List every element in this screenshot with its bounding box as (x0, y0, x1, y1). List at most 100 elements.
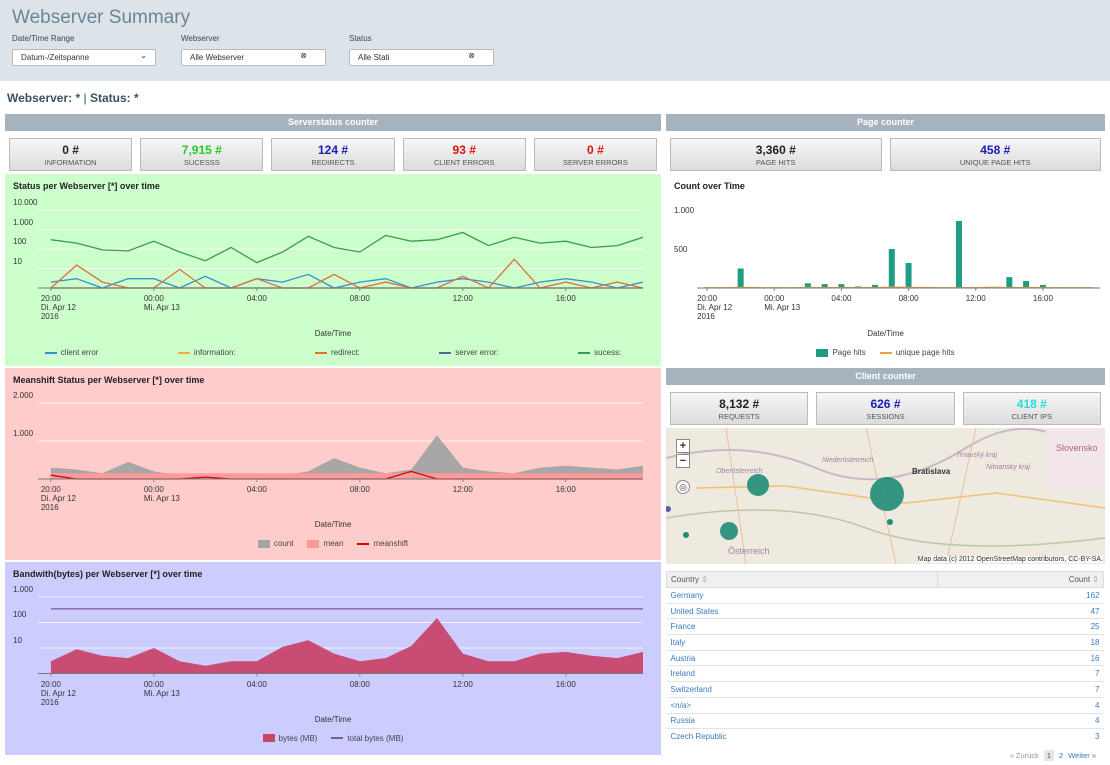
legend-swatch (439, 351, 452, 354)
count-cell[interactable]: 4 (937, 712, 1104, 729)
legend-label: server error: (455, 348, 499, 357)
counter-number: 3,360 (755, 143, 786, 157)
legend-label: information: (193, 348, 236, 357)
bar (838, 284, 845, 288)
select-value: Datum-/Zeitspanne (21, 53, 90, 62)
counter-row: 0 # INFORMATION 7,915 # SUCESSS 124 # REDIREC… (5, 138, 661, 171)
table-row: <n/a> 4 (666, 696, 1104, 713)
zoom-in[interactable]: + (676, 439, 690, 453)
chart-title: Bandwith(bytes) per Webserver [*] over t… (13, 569, 203, 579)
legend-item: client error (44, 348, 98, 357)
legend-label: total bytes (MB) (347, 733, 404, 743)
counter-label: SUCESSS (183, 158, 220, 167)
chart-panel: Meanshift Status per Webserver [*] over … (5, 368, 661, 560)
country-cell[interactable]: Italy (666, 634, 938, 651)
count-cell[interactable]: 4 (937, 696, 1104, 713)
legend-item: redirect: (314, 348, 360, 357)
status-select[interactable]: Alle Stati ⊗ (349, 49, 494, 66)
place-label: Oberösterreich (716, 468, 763, 475)
count-cell[interactable]: 47 (937, 602, 1104, 619)
panel-header: Serverstatus counter (5, 114, 661, 131)
header-row: Country ⇕ Count ⇕ (666, 571, 1105, 588)
legend-label: sucess: (594, 348, 622, 357)
bar (888, 249, 895, 288)
country-cell[interactable]: Switzerland (666, 681, 938, 698)
legend: client error information: redirect: server … (5, 348, 661, 357)
y-tick-label: 10 (13, 256, 22, 266)
zoom-out[interactable]: − (676, 454, 690, 468)
legend-label: count (273, 539, 294, 548)
bar (1006, 277, 1013, 288)
legend-item: bytes (MB) (262, 734, 317, 743)
legend-item: mean (307, 539, 343, 548)
count-cell[interactable]: 25 (937, 618, 1104, 635)
legend-item: Page hits (816, 348, 866, 357)
country-cell[interactable]: Germany (666, 587, 938, 604)
page-link[interactable]: Weiter » (1068, 751, 1096, 760)
bubble (720, 522, 738, 540)
counter-box: 93 # CLIENT ERRORS (402, 138, 526, 171)
page-link[interactable]: 1 (1043, 750, 1055, 761)
bar (871, 284, 878, 288)
counter-label: CLIENT IPS (1011, 412, 1053, 421)
count-cell[interactable]: 7 (937, 665, 1104, 682)
bar (821, 284, 828, 288)
country-cell[interactable]: United States (666, 602, 938, 619)
column-header[interactable]: Country ⇕ (666, 571, 938, 588)
webserver-select[interactable]: Alle Webserver ⊗ (181, 49, 326, 66)
count-cell[interactable]: 162 (937, 587, 1104, 604)
country-cell[interactable]: Czech Republic (666, 728, 938, 745)
date-select[interactable]: Datum-/Zeitspanne ⌄ (12, 49, 156, 66)
line (50, 258, 644, 289)
select-value: Alle Webserver (190, 53, 245, 62)
bar (1023, 280, 1030, 288)
counter-row: 8,132 # REQUESTS 626 # SESSIONS 418 # CLIENT … (666, 392, 1105, 425)
country-cell[interactable]: Russia (666, 712, 938, 729)
legend-swatch (44, 351, 57, 354)
counter-label: SESSIONS (866, 412, 905, 421)
table-row: Austria 16 (666, 649, 1104, 666)
count-cell[interactable]: 18 (937, 634, 1104, 651)
line (50, 273, 644, 289)
count-cell[interactable]: 16 (937, 649, 1104, 666)
border (666, 428, 1105, 481)
x-tick-label: 08:00 (898, 294, 919, 303)
column-header[interactable]: Count ⇕ (936, 571, 1105, 588)
legend-item: sucess: (578, 348, 621, 357)
country-cell[interactable]: <n/a> (666, 696, 938, 713)
legend-item: unique page hits (879, 348, 955, 357)
road (666, 509, 1105, 547)
counter-unit: # (1003, 143, 1011, 157)
header-text: Count (1068, 575, 1091, 584)
country-cell[interactable]: Ireland (666, 665, 938, 682)
counter-unit: # (893, 397, 901, 411)
filter-label: Webserver (181, 34, 220, 43)
count-cell[interactable]: 7 (937, 681, 1104, 698)
table-row: Russia 4 (666, 712, 1104, 729)
chart-title: Count over Time (674, 181, 745, 191)
counter-box: 8,132 # REQUESTS (670, 392, 809, 425)
page-link[interactable]: « Zurück (1009, 751, 1039, 760)
summary-line: Webserver: * | Status: * (7, 91, 139, 105)
table-row: Switzerland 7 (666, 681, 1104, 698)
summary-part: Webserver: * (7, 91, 81, 105)
counter-label: UNIQUE PAGE HITS (959, 158, 1031, 167)
country-cell[interactable]: Austria (666, 649, 938, 666)
bar (955, 220, 962, 288)
counter-number: 418 (1016, 397, 1037, 411)
counter-label: REQUESTS (718, 412, 760, 421)
place-label: Bratislava (912, 467, 951, 476)
legend: count mean meanshift (5, 539, 661, 548)
counter-number: 626 (870, 397, 891, 411)
chart-title: Status per Webserver [*] over time (13, 181, 160, 191)
count-cell[interactable]: 3 (937, 728, 1104, 745)
legend-label: unique page hits (895, 348, 955, 357)
locate[interactable]: ◎ (676, 480, 690, 494)
y-tick-label: 1.000 (13, 429, 34, 438)
y-tick-label: 10 (13, 635, 22, 645)
country-cell[interactable]: France (666, 618, 938, 635)
area (50, 435, 644, 479)
page-link[interactable]: 2 (1059, 751, 1064, 760)
legend-swatch (331, 737, 344, 739)
